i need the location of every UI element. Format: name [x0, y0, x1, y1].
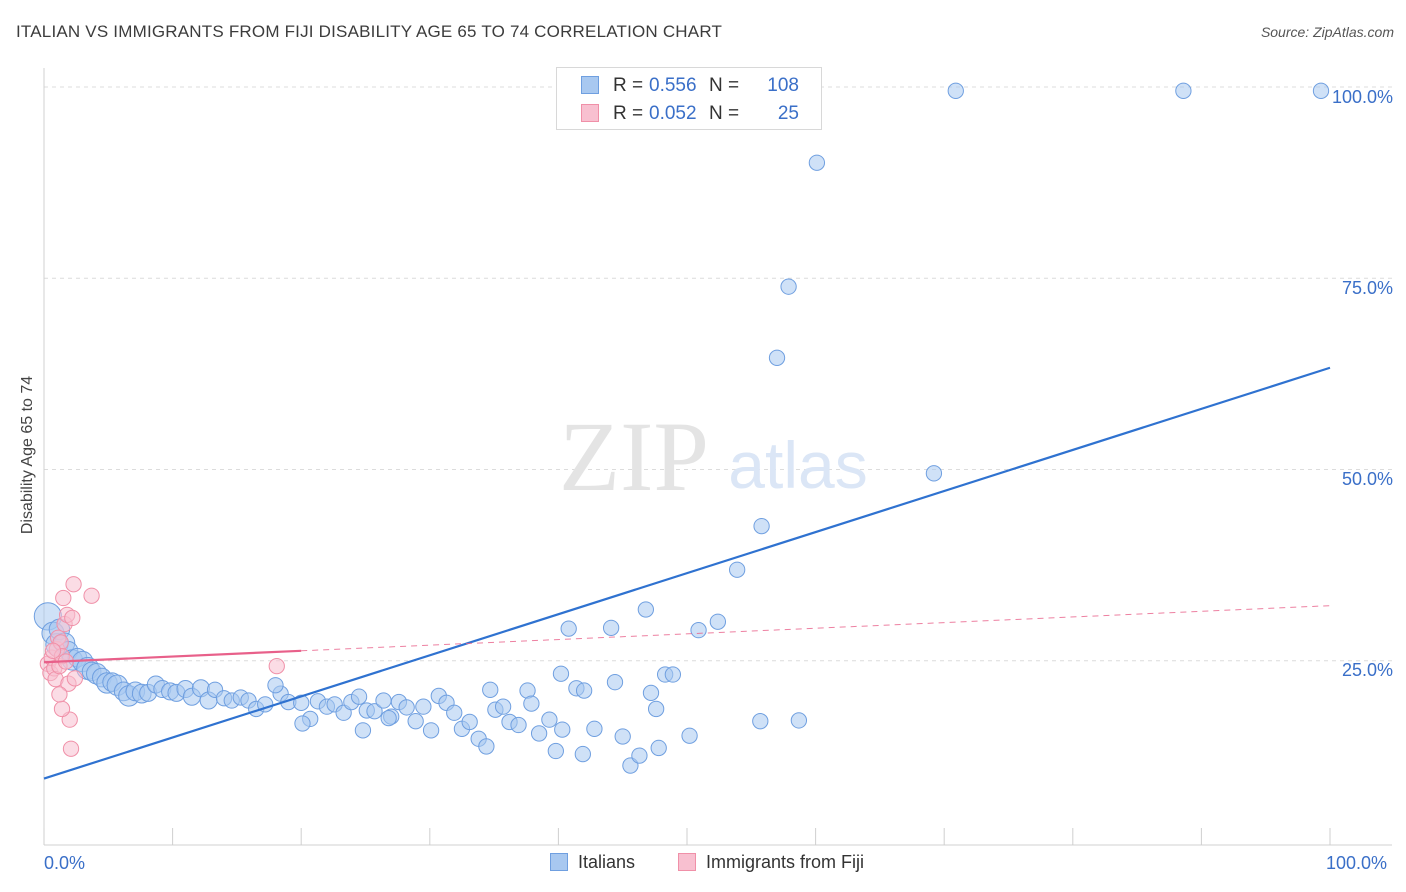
data-point: [586, 720, 603, 737]
data-point: [422, 722, 440, 739]
trend-line: [43, 649, 302, 664]
data-point: [575, 682, 593, 699]
data-point: [354, 722, 372, 739]
data-point: [554, 721, 571, 738]
data-points: [33, 82, 1330, 774]
data-point: [1175, 82, 1192, 99]
data-point: [350, 688, 368, 705]
legend-swatch-fiji: [581, 104, 599, 122]
legend-label-fiji: Immigrants from Fiji: [706, 852, 865, 872]
data-point: [642, 684, 660, 702]
legend-row-italians: R = 0.556 N = 108: [557, 72, 821, 100]
data-point: [293, 694, 310, 711]
legend-item-italians[interactable]: Italians: [550, 852, 635, 873]
legend-r-value: 0.556: [649, 75, 697, 96]
data-point: [64, 609, 81, 627]
data-point: [790, 712, 808, 729]
gridlines: [44, 86, 1392, 662]
trend-line: [43, 366, 1331, 780]
data-point: [650, 739, 667, 757]
x-tick-min: 0.0%: [44, 853, 86, 873]
data-point: [267, 677, 284, 694]
legend-label-italians: Italians: [578, 852, 636, 872]
source-credit: Source: ZipAtlas.com: [1260, 24, 1394, 40]
data-point: [753, 517, 770, 535]
trend-lines: [43, 366, 1331, 780]
data-point: [510, 716, 527, 734]
data-point: [552, 665, 570, 682]
data-point: [664, 666, 682, 683]
trend-extension: [301, 605, 1331, 652]
data-point: [681, 727, 698, 744]
legend-r-label: R =: [613, 103, 644, 124]
data-point: [66, 670, 84, 687]
data-point: [729, 561, 746, 578]
x-tick-max: 100.0%: [1326, 853, 1388, 873]
data-point: [62, 740, 80, 757]
chart-title: ITALIAN VS IMMIGRANTS FROM FIJI DISABILI…: [16, 22, 723, 41]
data-point: [530, 725, 548, 742]
data-point: [1312, 82, 1330, 99]
data-point: [294, 715, 311, 732]
data-point: [637, 601, 654, 618]
legend-n-label: N =: [709, 103, 740, 124]
legend-swatch-fiji: [678, 853, 696, 871]
correlation-legend: R = 0.556 N = 108 R = 0.052 N = 25: [556, 67, 822, 130]
series-legend: Italians Immigrants from Fiji: [0, 852, 1406, 878]
data-point: [494, 698, 512, 715]
axes: [43, 68, 1392, 846]
legend-n-label: N =: [709, 75, 740, 96]
legend-swatch-italians: [581, 76, 599, 94]
data-point: [523, 695, 540, 712]
data-point: [268, 657, 285, 675]
data-point: [768, 349, 786, 366]
legend-n-value: 108: [767, 75, 799, 96]
data-point: [55, 589, 72, 607]
data-point: [461, 713, 478, 731]
data-point: [44, 642, 62, 659]
data-point: [925, 465, 943, 482]
data-point: [647, 700, 665, 718]
data-point: [631, 747, 648, 764]
y-tick-100: 100.0%: [1331, 87, 1393, 107]
legend-r-label: R =: [613, 75, 644, 96]
y-tick-25: 25.0%: [1341, 660, 1393, 680]
data-point: [380, 709, 397, 727]
data-point: [547, 742, 564, 760]
data-point: [446, 704, 463, 721]
data-point: [541, 711, 558, 728]
watermark-atlas: atlas: [728, 428, 867, 502]
legend-row-fiji: R = 0.052 N = 25: [557, 100, 821, 128]
legend-n-value: 25: [777, 103, 799, 124]
data-point: [709, 613, 727, 630]
data-point: [947, 82, 964, 99]
data-point: [398, 699, 415, 716]
data-point: [478, 738, 495, 755]
data-point: [560, 620, 577, 637]
data-point: [690, 622, 707, 639]
data-point: [780, 278, 797, 295]
data-point: [415, 698, 432, 715]
data-point: [53, 700, 71, 718]
data-point: [407, 713, 424, 730]
data-point: [366, 703, 383, 720]
legend-swatch-italians: [550, 853, 568, 871]
data-point: [614, 728, 631, 745]
y-tick-75: 75.0%: [1341, 278, 1393, 298]
data-point: [606, 674, 624, 691]
data-point: [752, 713, 769, 730]
y-tick-50: 50.0%: [1341, 469, 1393, 489]
data-point: [51, 686, 68, 703]
data-point: [65, 576, 82, 593]
legend-item-fiji[interactable]: Immigrants from Fiji: [678, 852, 864, 873]
data-point: [808, 154, 826, 171]
data-point: [574, 745, 591, 763]
data-point: [375, 692, 392, 709]
legend-r-value: 0.052: [649, 103, 697, 124]
watermark-zip: ZIP: [559, 401, 709, 512]
data-point: [602, 619, 620, 637]
data-point: [482, 681, 499, 698]
data-point: [83, 587, 100, 604]
